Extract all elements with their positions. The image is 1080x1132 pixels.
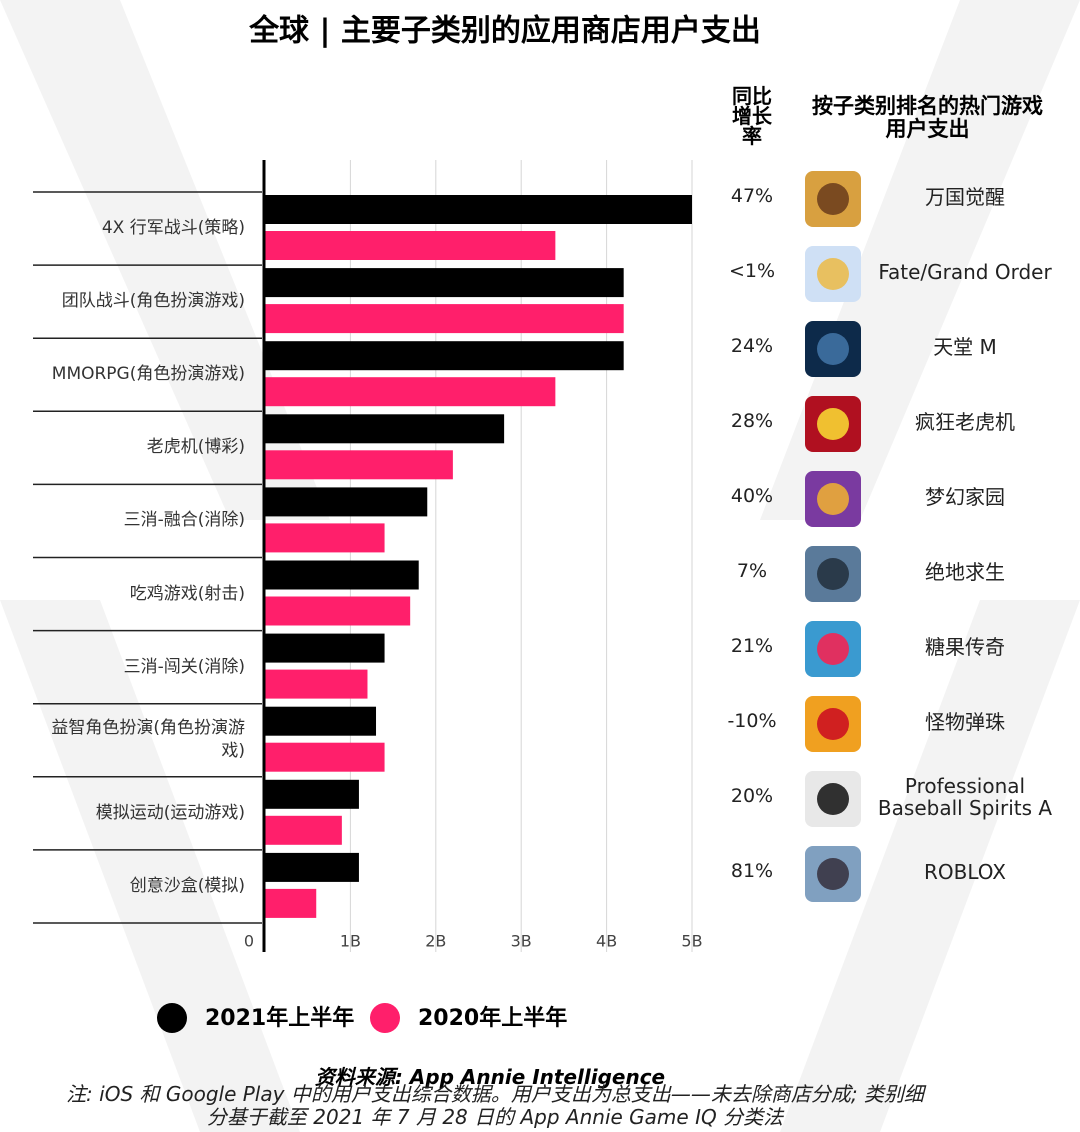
bar — [265, 888, 317, 918]
bar — [265, 487, 428, 517]
icon-art — [817, 408, 849, 440]
game-icon — [805, 546, 861, 602]
growth-label: 21% — [730, 635, 774, 657]
game-icon — [805, 246, 861, 302]
y-tick-label: 团队战斗(角色扮演游戏) — [61, 291, 245, 312]
bar — [265, 815, 342, 845]
growth-label: 20% — [730, 785, 774, 807]
bar — [265, 742, 385, 772]
game-name: 绝地求生 — [925, 560, 1005, 584]
x-tick-label: 3B — [511, 932, 532, 951]
bg-shape — [0, 0, 330, 520]
column-header-text: 同比增长率 — [732, 84, 772, 148]
icon-art — [817, 183, 849, 215]
growth-label: <1% — [728, 260, 776, 282]
bar — [265, 560, 419, 590]
game-icon — [805, 621, 861, 677]
game-name: Professional Baseball Spirits A — [877, 774, 1053, 820]
y-tick-label: 三消-融合(消除) — [123, 510, 245, 531]
x-tick-label: 1B — [340, 932, 361, 951]
bar — [265, 231, 556, 260]
icon-art — [817, 483, 849, 515]
bg-shape — [780, 600, 1080, 1132]
growth-label: 24% — [730, 335, 774, 357]
growth-label: 40% — [730, 485, 774, 507]
bar — [265, 633, 385, 663]
game-icon — [805, 321, 861, 377]
x-tick-label: 4B — [596, 932, 617, 951]
growth-label: 7% — [736, 560, 768, 582]
growth-label: 47% — [730, 185, 774, 207]
icon-art — [817, 783, 849, 815]
bar — [265, 195, 692, 224]
bar — [265, 341, 624, 371]
game-icon — [805, 171, 861, 227]
bar — [265, 450, 453, 480]
x-tick-label: 5B — [681, 932, 702, 951]
legend-marker — [370, 1003, 400, 1033]
legend-marker — [157, 1003, 187, 1033]
icon-art — [817, 258, 849, 290]
y-tick-label: MMORPG(角色扮演游戏) — [51, 364, 245, 385]
game-icon — [805, 471, 861, 527]
note: 注: iOS 和 Google Play 中的用户支出综合数据。用户支出为总支出… — [66, 1082, 924, 1129]
game-name: 天堂 M — [933, 335, 997, 359]
game-name: 怪物弹珠 — [925, 710, 1005, 734]
x-tick-label: 0 — [244, 932, 254, 951]
bg-shape — [760, 0, 1080, 520]
bar — [265, 268, 624, 298]
legend-label: 2020年上半年 — [418, 1005, 567, 1031]
bar — [265, 304, 624, 334]
icon-art — [817, 708, 849, 740]
chart-title: 全球 | 主要子类别的应用商店用户支出 — [248, 14, 761, 49]
bar — [265, 523, 385, 553]
bar — [265, 706, 377, 736]
y-tick-label: 创意沙盒(模拟) — [129, 875, 245, 896]
game-name: 梦幻家园 — [925, 485, 1005, 509]
icon-art — [817, 333, 849, 365]
bar — [265, 596, 411, 626]
bg-shape — [0, 600, 300, 1132]
y-tick-label: 吃鸡游戏(射击) — [129, 583, 245, 604]
icon-art — [817, 633, 849, 665]
y-tick-label: 益智角色扮演(角色扮演游戏) — [51, 718, 245, 762]
legend-label: 2021年上半年 — [205, 1005, 354, 1031]
column-header: 按子类别排名的热门游戏用户支出 — [812, 94, 1043, 141]
growth-label: -10% — [727, 710, 777, 732]
source: 资料来源: App Annie Intelligence — [314, 1065, 666, 1089]
bar — [265, 669, 368, 699]
game-icon — [805, 846, 861, 902]
growth-label: 81% — [730, 860, 774, 882]
bar — [265, 377, 556, 407]
icon-art — [817, 858, 849, 890]
bar — [265, 414, 505, 444]
y-tick-label: 4X 行军战斗(策略) — [101, 218, 245, 239]
game-name: 糖果传奇 — [925, 635, 1005, 659]
game-icon — [805, 771, 861, 827]
game-icon — [805, 396, 861, 452]
y-tick-label: 老虎机(博彩) — [146, 437, 245, 458]
y-tick-label: 三消-闯关(消除) — [123, 656, 245, 677]
y-tick-label: 模拟运动(运动游戏) — [95, 802, 245, 823]
game-name: 万国觉醒 — [925, 185, 1005, 209]
game-name: ROBLOX — [924, 860, 1006, 884]
growth-label: 28% — [730, 410, 774, 432]
icon-art — [817, 558, 849, 590]
game-icon — [805, 696, 861, 752]
x-tick-label: 2B — [425, 932, 446, 951]
game-name: 疯狂老虎机 — [915, 410, 1015, 434]
column-header: 同比增长率 — [722, 86, 782, 146]
game-name: Fate/Grand Order — [878, 260, 1052, 284]
bar — [265, 779, 359, 809]
bar — [265, 852, 359, 882]
